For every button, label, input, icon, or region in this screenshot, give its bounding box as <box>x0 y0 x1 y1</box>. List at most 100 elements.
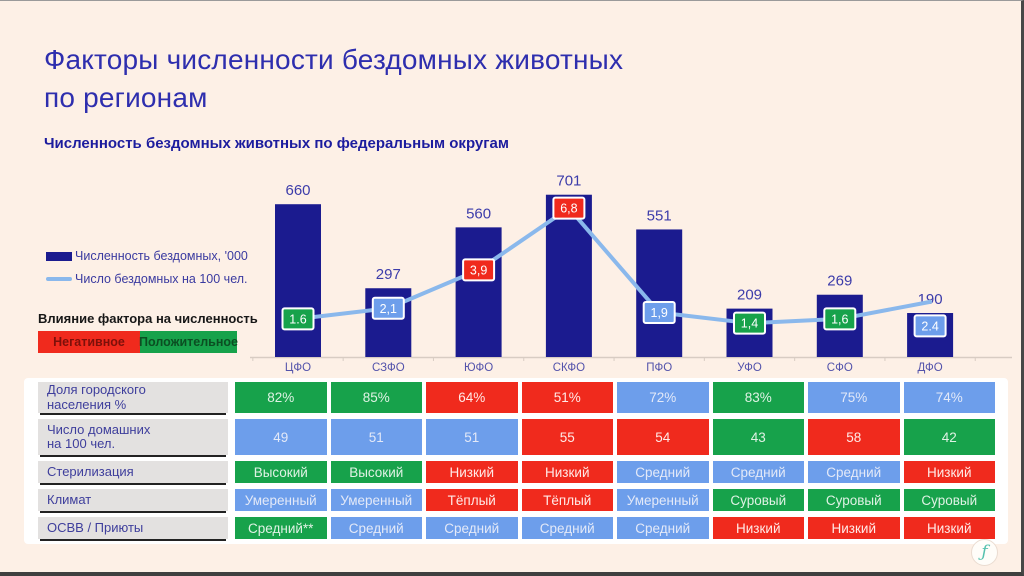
bar-ЦФО <box>275 204 321 357</box>
brand-logo-glyph: ƒ <box>981 542 988 562</box>
row-header: Стерилизация <box>38 461 228 483</box>
table-row: Число домашних на 100 чел. 49 51 51 55 54 43 58 4… <box>38 419 995 455</box>
table-cell: Средний <box>330 517 422 539</box>
category-label: ЦФО <box>285 362 311 374</box>
trend-marker: 6,8 <box>552 196 586 220</box>
table-cell: 74% <box>903 382 995 413</box>
trend-marker: 1,4 <box>733 311 766 335</box>
bar-value-label: 269 <box>827 273 852 290</box>
table-cell: 55 <box>521 419 613 455</box>
category-label: ПФО <box>646 362 672 374</box>
table-cell: 75% <box>808 382 900 413</box>
legend-bars-label: Численность бездомных, '000 <box>75 249 248 263</box>
svg-text:1,4: 1,4 <box>741 317 758 331</box>
table-cell: Средний** <box>235 517 327 539</box>
svg-text:2,1: 2,1 <box>380 302 397 316</box>
table-cell: 51 <box>330 419 422 455</box>
bar-СКФО <box>545 194 592 357</box>
table-cell: 51% <box>521 382 613 413</box>
table-row: ОСВВ / Приюты Средний** Средний Средний Сред… <box>38 517 995 539</box>
table-cell: Высокий <box>330 461 422 483</box>
table-cell: Низкий <box>903 517 995 539</box>
svg-text:1.6: 1.6 <box>289 312 306 326</box>
table-cell: 83% <box>712 382 804 413</box>
table-cell: Низкий <box>426 461 518 483</box>
table-cell: 72% <box>617 382 709 413</box>
table-cell: Суровый <box>712 489 804 511</box>
category-label: СЗФО <box>372 362 405 374</box>
trend-marker: 2,1 <box>371 296 405 320</box>
table-cell: 51 <box>426 419 518 455</box>
table-cell: Низкий <box>712 517 804 539</box>
category-label: СКФО <box>553 362 585 374</box>
table-cell: Средний <box>808 461 900 483</box>
legend-line-label: Число бездомных на 100 чел. <box>75 272 248 286</box>
trend-marker: 1,6 <box>823 307 857 331</box>
positive-factor-badge: Положительное <box>139 331 238 353</box>
page-title-line2: по регионам <box>44 82 208 113</box>
page-title: Факторы численности бездомных животных п… <box>44 41 623 117</box>
factor-legend: Влияние фактора на численность Негативно… <box>38 311 258 353</box>
bar-value-label: 560 <box>466 205 491 222</box>
bar-ЮФО <box>455 227 502 357</box>
table-cell: 43 <box>712 419 804 455</box>
svg-text:2.4: 2.4 <box>921 319 938 333</box>
factors-table: Доля городского населения % 82% 85% 64% 51% 72… <box>38 382 995 545</box>
table-cell: Средний <box>521 517 613 539</box>
table-cell: Суровый <box>903 489 995 511</box>
trend-marker: 1.6 <box>281 307 315 331</box>
trend-marker: 2.4 <box>913 314 947 338</box>
table-row: Доля городского населения % 82% 85% 64% 51% 72… <box>38 382 995 413</box>
category-label: ЮФО <box>464 362 493 374</box>
line-swatch-icon <box>46 277 72 281</box>
bar-value-label: 551 <box>647 207 672 224</box>
svg-text:6,8: 6,8 <box>560 202 577 216</box>
chart-svg: 660 ЦФО 297 СЗФО 560 ЮФО 701 СКФО 551 ПФО 209 УФО 26… <box>250 173 1012 374</box>
table-cell: 82% <box>235 382 327 413</box>
row-header: ОСВВ / Приюты <box>38 517 228 539</box>
table-cell: Низкий <box>808 517 900 539</box>
table-cell: Умеренный <box>235 489 327 511</box>
svg-text:1,6: 1,6 <box>831 312 848 326</box>
table-cell: Умеренный <box>330 489 422 511</box>
trend-marker: 1,9 <box>642 301 676 325</box>
table-cell: Средний <box>426 517 518 539</box>
table-cell: Умеренный <box>617 489 709 511</box>
brand-logo-icon: ƒ <box>971 539 998 566</box>
factor-legend-boxes: Негативное Положительное <box>38 331 238 353</box>
table-cell: 85% <box>330 382 422 413</box>
legend-item-line: Число бездомных на 100 чел. <box>46 272 248 286</box>
series-legend: Численность бездомных, '000 Число бездом… <box>46 249 248 295</box>
table-cell: Тёплый <box>521 489 613 511</box>
category-label: ДФО <box>917 362 942 374</box>
table-cell: Средний <box>712 461 804 483</box>
table-cell: Высокий <box>235 461 327 483</box>
table-cell: Низкий <box>521 461 613 483</box>
bar-value-label: 701 <box>556 173 581 190</box>
table-cell: Средний <box>617 461 709 483</box>
table-cell: Тёплый <box>426 489 518 511</box>
bar-value-label: 660 <box>285 182 310 199</box>
table-cell: 49 <box>235 419 327 455</box>
legend-item-bars: Численность бездомных, '000 <box>46 249 248 263</box>
svg-text:1,9: 1,9 <box>651 306 668 320</box>
svg-text:3,9: 3,9 <box>470 263 487 277</box>
trend-marker: 3,9 <box>462 258 496 282</box>
bar-value-label: 209 <box>737 287 762 304</box>
negative-factor-badge: Негативное <box>38 331 140 353</box>
table-cell: 58 <box>808 419 900 455</box>
factor-legend-title: Влияние фактора на численность <box>38 311 258 326</box>
chart-subtitle: Численность бездомных животных по федера… <box>44 135 509 152</box>
table-row: Климат Умеренный Умеренный Тёплый Тёплый Умер… <box>38 489 995 511</box>
table-cell: Суровый <box>808 489 900 511</box>
bar-value-label: 297 <box>376 266 401 283</box>
category-label: УФО <box>737 362 762 374</box>
table-cell: 42 <box>903 419 995 455</box>
table-cell: 54 <box>617 419 709 455</box>
table-cell: Средний <box>617 517 709 539</box>
table-cell: Низкий <box>903 461 995 483</box>
row-header: Климат <box>38 489 228 511</box>
row-header: Доля городского населения % <box>38 382 228 413</box>
table-row: Стерилизация Высокий Высокий Низкий Низкий Ср… <box>38 461 995 483</box>
